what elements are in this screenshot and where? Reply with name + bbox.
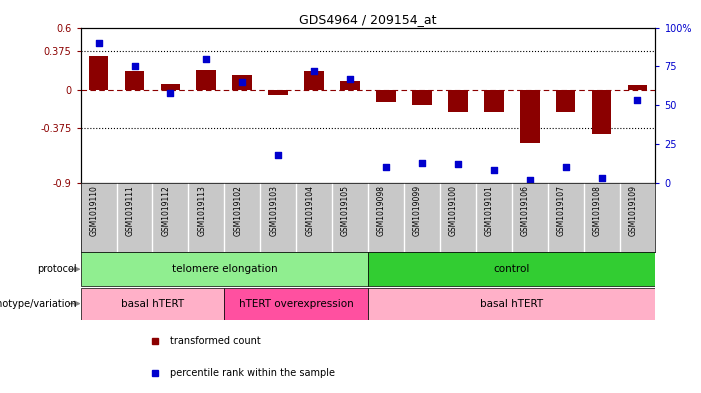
Bar (340, 81, 360, 90)
Point (165, 90, 176, 96)
Text: percentile rank within the sample: percentile rank within the sample (170, 367, 334, 378)
Point (488, 167, 499, 173)
Text: GSM1019098: GSM1019098 (377, 185, 386, 236)
Point (344, 75, 355, 82)
Point (416, 160, 428, 166)
Bar (224, 288, 368, 320)
Point (200, 55, 212, 62)
Point (381, 164, 392, 170)
Text: GSM1019107: GSM1019107 (557, 185, 566, 236)
Text: basal hTERT: basal hTERT (480, 299, 543, 309)
Bar (484, 90, 503, 112)
Point (560, 164, 571, 170)
Bar (304, 71, 324, 90)
Bar (81, 252, 368, 286)
Text: GSM1019110: GSM1019110 (90, 185, 99, 236)
Bar (376, 90, 396, 102)
Point (308, 68, 320, 74)
Bar (520, 90, 540, 143)
Text: GSM1019109: GSM1019109 (629, 185, 637, 236)
Bar (268, 90, 288, 95)
Point (596, 175, 607, 181)
Point (524, 176, 536, 183)
Point (237, 79, 248, 85)
Text: GSM1019101: GSM1019101 (485, 185, 494, 236)
Text: GSM1019100: GSM1019100 (449, 185, 458, 236)
Bar (81, 288, 224, 320)
Bar (125, 71, 144, 90)
Point (452, 161, 463, 167)
Text: GSM1019102: GSM1019102 (233, 185, 243, 236)
Text: genotype/variation: genotype/variation (0, 299, 77, 309)
Bar (161, 84, 180, 90)
Bar (196, 70, 216, 90)
Title: GDS4964 / 209154_at: GDS4964 / 209154_at (299, 13, 437, 26)
Text: basal hTERT: basal hTERT (121, 299, 184, 309)
Bar (556, 90, 576, 112)
Text: transformed count: transformed count (170, 336, 261, 346)
Bar (412, 90, 432, 105)
Bar (448, 90, 468, 112)
Text: GSM1019099: GSM1019099 (413, 185, 422, 236)
Bar (89, 57, 109, 90)
Text: GSM1019111: GSM1019111 (125, 185, 135, 235)
Bar (368, 288, 655, 320)
Text: GSM1019105: GSM1019105 (341, 185, 350, 236)
Text: GSM1019113: GSM1019113 (198, 185, 206, 236)
Bar (592, 90, 611, 134)
Bar (233, 75, 252, 90)
Text: control: control (494, 264, 530, 274)
Text: GSM1019104: GSM1019104 (305, 185, 314, 236)
Text: GSM1019103: GSM1019103 (269, 185, 278, 236)
Point (93, 40, 104, 46)
Text: GSM1019112: GSM1019112 (161, 185, 170, 235)
Text: telomere elongation: telomere elongation (172, 264, 277, 274)
Point (632, 97, 643, 104)
Point (273, 152, 284, 158)
Bar (627, 85, 647, 90)
Text: GSM1019106: GSM1019106 (521, 185, 530, 236)
Point (129, 63, 140, 70)
Bar (368, 252, 655, 286)
Text: GSM1019108: GSM1019108 (592, 185, 601, 236)
Text: protocol: protocol (37, 264, 77, 274)
Text: hTERT overexpression: hTERT overexpression (239, 299, 353, 309)
